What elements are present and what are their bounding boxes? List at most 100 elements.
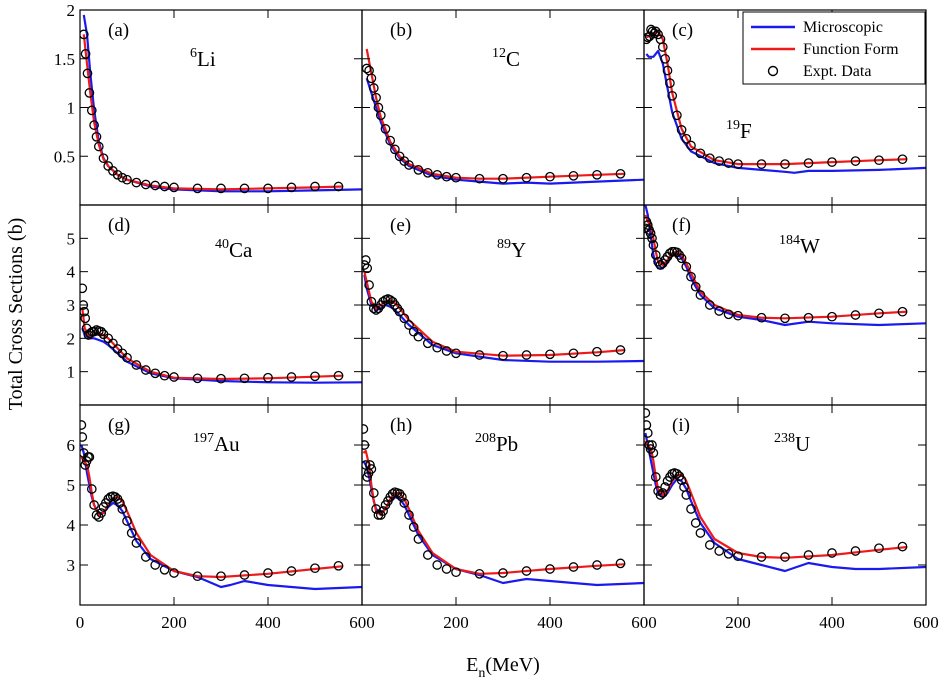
expt-data-point <box>441 346 452 356</box>
expt-data-point <box>803 312 814 323</box>
expt-data-point <box>644 34 652 45</box>
expt-data-point <box>756 312 767 323</box>
expt-data-point <box>676 253 687 264</box>
expt-data-point <box>874 543 884 554</box>
series-line-function-form <box>81 308 344 381</box>
expt-data-point <box>96 508 107 518</box>
nucleus-symbol: Li <box>197 47 216 71</box>
expt-data-point <box>874 308 884 319</box>
expt-data-point <box>498 568 508 578</box>
expt-data-point <box>364 280 374 290</box>
expt-data-point <box>662 65 673 76</box>
nucleus-mass: 89 <box>497 237 511 252</box>
expt-data-point <box>723 548 734 559</box>
nucleus-label: 238U <box>774 431 810 456</box>
y-tick-label: 3 <box>67 556 76 575</box>
expt-data-point <box>239 373 250 384</box>
expt-data-point <box>897 306 908 317</box>
nucleus-mass: 6 <box>190 46 197 61</box>
nucleus-symbol: Y <box>511 238 526 262</box>
expt-data-point <box>474 173 485 184</box>
expt-data-point <box>657 488 668 498</box>
expt-data-point <box>82 68 93 79</box>
expt-data-point <box>131 177 142 188</box>
expt-data-point <box>695 148 706 159</box>
legend-label: Microscopic <box>803 19 883 36</box>
expt-data-point <box>660 53 670 64</box>
expt-data-point <box>399 313 410 324</box>
series-line-microscopic <box>645 49 926 174</box>
expt-data-point <box>647 26 658 37</box>
expt-data-point <box>413 534 424 544</box>
nucleus-mass: 197 <box>193 431 214 446</box>
expt-data-point <box>115 498 125 508</box>
expt-data-point <box>366 296 377 307</box>
expt-data-point <box>723 309 734 320</box>
expt-data-point <box>756 159 767 169</box>
y-tick-label: 3 <box>67 296 76 315</box>
expt-data-point <box>362 263 373 274</box>
nucleus-mass: 19 <box>726 118 740 133</box>
plot-area <box>362 48 644 185</box>
plot-area <box>362 424 644 587</box>
expt-data-point <box>159 181 170 192</box>
expt-data-point <box>263 372 273 383</box>
expt-data-point <box>451 348 461 359</box>
expt-data-point <box>432 560 443 570</box>
y-axis-title: Total Cross Sections (b) <box>5 218 27 410</box>
plot-area <box>80 14 362 194</box>
expt-data-point <box>362 260 370 270</box>
expt-data-point <box>723 158 734 168</box>
expt-data-point <box>366 464 377 474</box>
nucleus-mass: 184 <box>779 233 800 248</box>
expt-data-point <box>686 140 696 151</box>
expt-data-point <box>310 563 320 574</box>
expt-data-point <box>122 174 132 185</box>
expt-data-point <box>131 538 142 548</box>
expt-data-point <box>422 167 433 178</box>
expt-data-point <box>592 346 602 357</box>
x-tick-label: 200 <box>725 613 751 632</box>
panel-label: (c) <box>672 20 693 41</box>
expt-data-point <box>498 173 508 184</box>
panel-d: 1 2 3 4 5 (d) 40Ca <box>67 204 363 406</box>
x-tick-label: 600 <box>913 613 939 632</box>
expt-data-point <box>568 170 579 181</box>
expt-data-point <box>86 105 97 116</box>
expt-data-point <box>667 90 678 101</box>
expt-data-point <box>397 492 407 502</box>
expt-data-point <box>112 169 123 180</box>
panel-g: 0 200 400 600 3 4 5 6 (g) 197Au <box>67 404 375 632</box>
expt-data-point <box>672 468 682 479</box>
panel-label: (f) <box>672 215 691 236</box>
y-tick-label: 2 <box>67 329 76 348</box>
expt-data-point <box>665 78 675 88</box>
expt-data-point <box>650 26 661 37</box>
expt-data-point <box>432 169 443 180</box>
expt-data-point <box>263 183 273 194</box>
expt-data-point <box>648 240 659 250</box>
expt-data-point <box>399 498 410 508</box>
nucleus-label: 19F <box>726 118 752 143</box>
expt-data-point <box>385 135 396 146</box>
expt-data-point <box>592 169 602 180</box>
expt-data-point <box>362 472 373 482</box>
expt-data-point <box>648 448 659 458</box>
expt-data-point <box>451 172 461 183</box>
expt-data-point <box>422 550 433 560</box>
expt-data-point <box>216 571 226 582</box>
expt-data-point <box>676 125 687 135</box>
expt-data-point <box>413 331 424 342</box>
y-tick-label: 2 <box>67 1 76 20</box>
expt-data-point <box>672 247 682 258</box>
expt-data-point <box>378 506 388 516</box>
expt-data-point <box>380 124 391 134</box>
expt-data-point <box>827 311 837 322</box>
y-tick-label: 6 <box>67 436 76 455</box>
y-tick-label: 4 <box>67 263 76 282</box>
series-line-function-form <box>80 456 344 579</box>
series-line-function-form <box>365 48 626 180</box>
panel-b: (b) 12C <box>361 9 645 206</box>
y-tick-label: 5 <box>67 229 76 248</box>
expt-data-point <box>690 281 701 292</box>
